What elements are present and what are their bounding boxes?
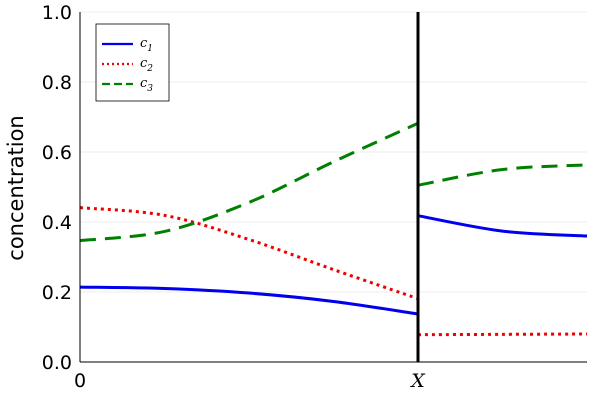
legend-label-c1: c1 [140, 36, 153, 54]
series-line-c1-left [79, 285, 419, 316]
y-tick-label: 0.8 [42, 72, 72, 94]
legend-label-c3: c3 [140, 76, 153, 94]
series-line-c3-left [79, 121, 419, 243]
series-line-c2-left [79, 206, 419, 301]
x-tick-label: 0 [74, 370, 86, 392]
series-line-c1-right [417, 214, 588, 238]
legend-box [95, 23, 170, 102]
y-tick-label: 0.6 [42, 142, 72, 164]
series-line-c2-right [417, 332, 588, 337]
series-layer [79, 121, 588, 337]
ticks: 0.0 0.2 0.4 0.6 0.8 1.0 0 X [42, 2, 426, 392]
y-axis-title: concentration [4, 115, 28, 260]
y-tick-label: 0.4 [42, 212, 72, 234]
y-tick-label: 0.0 [42, 352, 72, 374]
y-tick-label: 0.2 [42, 282, 72, 304]
y-tick-label: 1.0 [42, 2, 72, 24]
legend: c1 c2 c3 [95, 23, 170, 102]
series-line-c3-right [417, 163, 588, 187]
legend-label-c2: c2 [140, 56, 153, 74]
x-tick-label: X [409, 370, 426, 392]
